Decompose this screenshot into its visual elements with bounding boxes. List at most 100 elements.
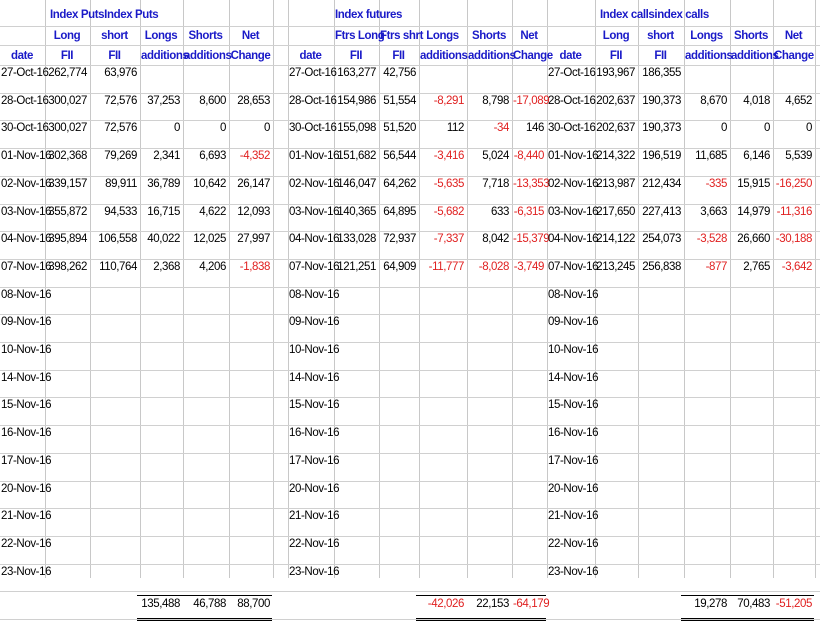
- date-cell[interactable]: 01-Nov-16: [1, 150, 52, 162]
- date-cell[interactable]: 10-Nov-16: [289, 344, 340, 356]
- column-header[interactable]: additions: [141, 50, 189, 62]
- value-cell[interactable]: 110,764: [99, 261, 137, 273]
- value-cell[interactable]: 186,355: [642, 67, 681, 79]
- value-cell[interactable]: 146,047: [337, 178, 376, 190]
- date-cell[interactable]: 17-Nov-16: [1, 455, 52, 467]
- value-cell[interactable]: 8,042: [482, 233, 509, 245]
- value-cell[interactable]: 8,600: [199, 95, 226, 107]
- value-cell[interactable]: -34: [493, 122, 510, 134]
- date-cell[interactable]: 02-Nov-16: [548, 178, 599, 190]
- date-cell[interactable]: 17-Nov-16: [548, 455, 599, 467]
- value-cell[interactable]: 217,650: [596, 206, 635, 218]
- column-header[interactable]: Ftrs Long: [335, 30, 385, 42]
- value-cell[interactable]: 94,533: [104, 206, 137, 218]
- value-cell[interactable]: 12,025: [193, 233, 226, 245]
- value-cell[interactable]: -335: [705, 178, 728, 190]
- column-header[interactable]: Ftrs shrt: [380, 30, 424, 42]
- value-cell[interactable]: 190,373: [642, 95, 681, 107]
- value-cell[interactable]: 26,147: [237, 178, 270, 190]
- value-cell[interactable]: 196,519: [642, 150, 681, 162]
- value-cell[interactable]: 7,718: [482, 178, 509, 190]
- column-header[interactable]: Shorts: [471, 30, 507, 42]
- date-cell[interactable]: 15-Nov-16: [548, 399, 599, 411]
- date-cell[interactable]: 30-Oct-16: [289, 122, 337, 134]
- total-cell[interactable]: -42,026: [427, 598, 465, 610]
- value-cell[interactable]: 140,365: [337, 206, 376, 218]
- total-cell[interactable]: 70,483: [737, 598, 770, 610]
- column-header[interactable]: FII: [60, 50, 74, 62]
- value-cell[interactable]: 5,024: [482, 150, 509, 162]
- value-cell[interactable]: -15,379: [513, 233, 550, 245]
- column-header[interactable]: Change: [513, 50, 553, 62]
- column-header[interactable]: date: [10, 50, 34, 62]
- date-cell[interactable]: 15-Nov-16: [289, 399, 340, 411]
- value-cell[interactable]: 0: [264, 122, 270, 134]
- column-header[interactable]: Shorts: [188, 30, 223, 42]
- value-cell[interactable]: 8,798: [482, 95, 509, 107]
- date-cell[interactable]: 07-Nov-16: [289, 261, 340, 273]
- value-cell[interactable]: -8,028: [478, 261, 510, 273]
- value-cell[interactable]: 300,027: [48, 95, 87, 107]
- value-cell[interactable]: 64,909: [383, 261, 416, 273]
- value-cell[interactable]: 28,653: [237, 95, 270, 107]
- value-cell[interactable]: 227,413: [642, 206, 681, 218]
- value-cell[interactable]: 262,774: [48, 67, 87, 79]
- column-header[interactable]: Net: [520, 30, 538, 42]
- column-header[interactable]: Change: [774, 50, 814, 62]
- date-cell[interactable]: 08-Nov-16: [1, 289, 52, 301]
- date-cell[interactable]: 30-Oct-16: [548, 122, 596, 134]
- value-cell[interactable]: -3,749: [513, 261, 545, 273]
- column-header[interactable]: Net: [241, 30, 260, 42]
- column-header[interactable]: Shorts: [733, 30, 769, 42]
- total-cell[interactable]: 135,488: [141, 598, 180, 610]
- value-cell[interactable]: -8,440: [513, 150, 545, 162]
- date-cell[interactable]: 22-Nov-16: [548, 538, 599, 550]
- value-cell[interactable]: 302,368: [48, 150, 87, 162]
- value-cell[interactable]: 213,987: [596, 178, 635, 190]
- value-cell[interactable]: 2,368: [153, 261, 180, 273]
- value-cell[interactable]: 355,872: [48, 206, 87, 218]
- date-cell[interactable]: 28-Oct-16: [289, 95, 337, 107]
- value-cell[interactable]: 12,093: [237, 206, 270, 218]
- value-cell[interactable]: 79,269: [104, 150, 137, 162]
- value-cell[interactable]: 6,146: [743, 150, 770, 162]
- column-header[interactable]: Change: [230, 50, 271, 62]
- value-cell[interactable]: 254,073: [642, 233, 681, 245]
- value-cell[interactable]: -11,316: [776, 206, 813, 218]
- value-cell[interactable]: 146: [526, 122, 544, 134]
- date-cell[interactable]: 07-Nov-16: [1, 261, 52, 273]
- date-cell[interactable]: 14-Nov-16: [1, 372, 52, 384]
- value-cell[interactable]: -3,528: [696, 233, 728, 245]
- value-cell[interactable]: 163,277: [337, 67, 376, 79]
- date-cell[interactable]: 16-Nov-16: [1, 427, 52, 439]
- value-cell[interactable]: 56,544: [383, 150, 416, 162]
- value-cell[interactable]: 14,979: [737, 206, 770, 218]
- value-cell[interactable]: 121,251: [337, 261, 376, 273]
- column-header[interactable]: Longs: [144, 30, 178, 42]
- value-cell[interactable]: -877: [705, 261, 728, 273]
- date-cell[interactable]: 09-Nov-16: [289, 316, 340, 328]
- value-cell[interactable]: 8,670: [700, 95, 727, 107]
- value-cell[interactable]: 64,262: [383, 178, 416, 190]
- date-cell[interactable]: 03-Nov-16: [289, 206, 340, 218]
- column-header[interactable]: FII: [108, 50, 121, 62]
- value-cell[interactable]: 4,622: [199, 206, 226, 218]
- date-cell[interactable]: 01-Nov-16: [289, 150, 340, 162]
- date-cell[interactable]: 22-Nov-16: [1, 538, 52, 550]
- value-cell[interactable]: 0: [764, 122, 770, 134]
- value-cell[interactable]: -3,416: [433, 150, 465, 162]
- value-cell[interactable]: 0: [721, 122, 727, 134]
- column-header[interactable]: FII: [609, 50, 623, 62]
- column-header[interactable]: short: [101, 30, 128, 42]
- date-cell[interactable]: 02-Nov-16: [289, 178, 340, 190]
- value-cell[interactable]: -13,353: [513, 178, 550, 190]
- date-cell[interactable]: 21-Nov-16: [548, 510, 599, 522]
- column-header[interactable]: Long: [602, 30, 630, 42]
- value-cell[interactable]: 300,027: [48, 122, 87, 134]
- value-cell[interactable]: -6,315: [513, 206, 545, 218]
- value-cell[interactable]: 26,660: [737, 233, 770, 245]
- value-cell[interactable]: 4,652: [785, 95, 812, 107]
- value-cell[interactable]: 10,642: [193, 178, 226, 190]
- date-cell[interactable]: 14-Nov-16: [289, 372, 340, 384]
